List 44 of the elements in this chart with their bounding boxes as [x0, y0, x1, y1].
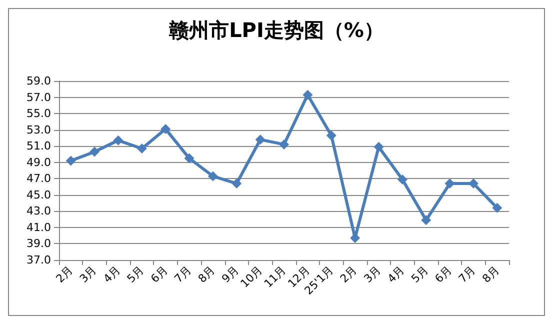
point	[113, 135, 124, 146]
y-tick-label: 41.0	[26, 220, 51, 234]
point	[66, 156, 76, 166]
point	[492, 202, 502, 213]
point	[302, 90, 313, 100]
point	[397, 174, 408, 184]
x-tick-label: 3月	[361, 263, 384, 286]
point	[444, 178, 455, 189]
y-tick-label: 49.0	[26, 156, 51, 169]
y-tick-label: 55.0	[26, 107, 51, 120]
y-tick-label: 57.0	[26, 90, 51, 104]
point	[208, 171, 218, 182]
chart-title: 赣州市LPI走势图（%）	[168, 18, 384, 42]
point	[160, 124, 171, 134]
x-tick-label: 8月	[196, 263, 218, 286]
y-tick-label: 47.0	[26, 172, 51, 186]
y-tick-label: 45.0	[26, 188, 51, 202]
y-tick-label: 39.0	[26, 237, 51, 250]
x-tick-label: 2月	[338, 263, 360, 286]
point	[136, 144, 147, 154]
x-tick-label: 4月	[100, 263, 123, 286]
x-tick-label: 6月	[148, 263, 170, 286]
x-tick-label: 2月	[54, 263, 76, 286]
x-tick-label: 3月	[77, 263, 100, 286]
point	[326, 130, 336, 141]
x-tick-label: 8月	[480, 263, 502, 286]
y-tick-label: 51.0	[26, 140, 51, 153]
y-tick-label: 53.0	[26, 123, 51, 136]
x-tick-label: 6月	[432, 263, 454, 286]
point	[374, 142, 384, 152]
y-tick-label: 59.0	[26, 74, 51, 88]
y-tick-label: 37.0	[26, 254, 51, 266]
point	[232, 178, 242, 189]
x-tick-label: 7月	[456, 263, 478, 286]
point	[184, 153, 194, 164]
x-tick-label: 5月	[408, 263, 431, 286]
x-tick-label: 7月	[172, 263, 194, 286]
point	[279, 139, 289, 150]
x-tick-label: 4月	[385, 263, 408, 286]
point	[421, 215, 432, 226]
y-tick-label: 43.0	[26, 204, 51, 218]
point	[90, 146, 100, 157]
x-tick-label: 5月	[124, 263, 146, 286]
point	[255, 134, 266, 145]
